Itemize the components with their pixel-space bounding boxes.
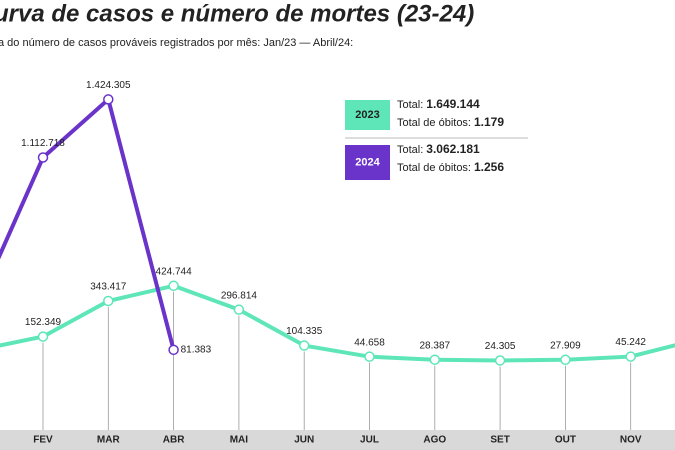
data-label: 24.305 (485, 341, 516, 352)
point (103, 295, 114, 307)
deaths-label: Total de óbitos: (397, 117, 471, 129)
series-line (0, 283, 675, 363)
data-label: 1.112.718 (21, 138, 65, 149)
legend-deaths: Total de óbitos: 1.256 (397, 160, 504, 174)
deaths-label: Total de óbitos: (397, 162, 471, 174)
data-label: 45.242 (615, 337, 646, 348)
x-tick-label: AGO (423, 435, 446, 446)
deaths-value: 1.256 (474, 160, 504, 174)
data-label: 296.814 (221, 290, 258, 301)
point (298, 340, 310, 351)
total-label: Total: (397, 144, 423, 156)
data-label: 44.658 (354, 337, 385, 348)
legend-label: 2023 (355, 109, 379, 121)
total-value: 1.649.144 (426, 97, 480, 111)
deaths-value: 1.179 (474, 115, 504, 129)
x-tick-label: JUN (294, 435, 314, 446)
data-label: 104.335 (286, 326, 323, 337)
series-line (0, 97, 176, 351)
point (103, 94, 114, 105)
x-tick-label: JUL (360, 435, 379, 446)
point (429, 354, 441, 365)
point (560, 354, 571, 366)
chart-title: urva de casos e número de mortes (23-24) (0, 0, 474, 27)
point (494, 355, 506, 366)
legend-label: 2024 (355, 156, 380, 168)
legend-swatch (345, 145, 390, 180)
data-label: 81.383 (181, 344, 212, 355)
data-label: 27.909 (550, 340, 581, 351)
chart-subtitle: a do número de casos prováveis registrad… (0, 37, 353, 49)
x-tick-label: MAI (230, 435, 249, 446)
data-label: 1.424.305 (86, 80, 131, 91)
x-tick-label: MAR (97, 435, 121, 446)
data-label: 343.417 (90, 282, 127, 293)
data-label: 28.387 (420, 340, 451, 351)
x-tick-label: NOV (620, 435, 642, 446)
legend-total: Total: 3.062.181 (397, 142, 480, 156)
legend-swatch (345, 100, 390, 130)
x-tick-label: ABR (163, 435, 185, 446)
legend-total: Total: 1.649.144 (397, 97, 480, 111)
point (233, 304, 245, 315)
point (37, 331, 49, 342)
total-label: Total: (397, 99, 423, 111)
data-label: 424.744 (156, 266, 193, 277)
legend-deaths: Total de óbitos: 1.179 (397, 115, 504, 129)
x-tick-label: SET (490, 435, 509, 446)
data-label: 152.349 (25, 317, 62, 328)
total-value: 3.062.181 (426, 142, 480, 156)
point (625, 351, 636, 362)
point (168, 344, 179, 356)
x-tick-label: FEV (33, 435, 53, 446)
point (364, 351, 375, 362)
x-tick-label: OUT (555, 435, 576, 446)
month-band (0, 430, 675, 450)
point (37, 152, 49, 163)
point (168, 280, 179, 292)
